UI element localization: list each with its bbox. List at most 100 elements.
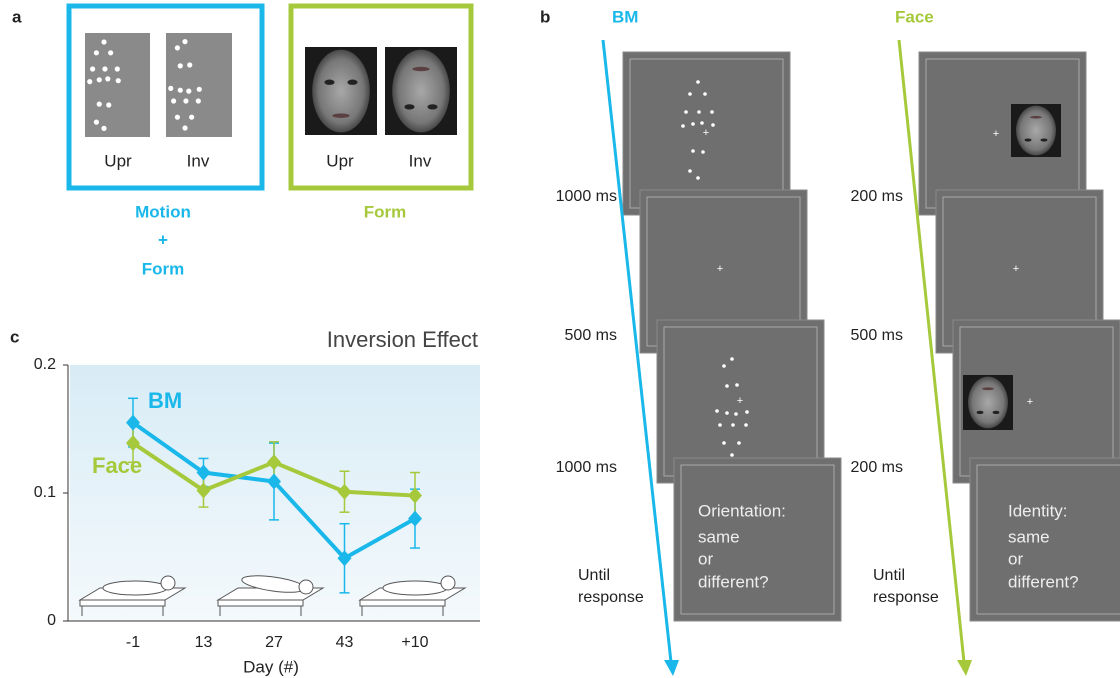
dot: [175, 115, 180, 120]
stim-label: Inv: [409, 151, 432, 170]
eye: [977, 411, 984, 414]
question: different?: [698, 572, 769, 591]
face: [312, 50, 370, 133]
column-title: Face: [895, 7, 934, 26]
dot: [187, 62, 192, 67]
dot: [696, 80, 700, 84]
faces: [305, 47, 457, 135]
face: [1016, 106, 1056, 156]
figure: a Upr Inv Upr Inv Motion + Form Form b +…: [0, 0, 1120, 678]
head: [441, 576, 455, 590]
fixation: +: [703, 127, 709, 139]
dot: [681, 124, 685, 128]
duration: 200 ms: [851, 188, 903, 205]
dot: [90, 66, 95, 71]
fixation: +: [737, 395, 743, 407]
question: same: [1008, 527, 1050, 546]
caption: +: [158, 230, 168, 249]
mouth: [332, 113, 349, 117]
duration: Until: [578, 567, 610, 584]
chart-title: Inversion Effect: [327, 327, 478, 352]
dot: [710, 110, 714, 114]
dot: [734, 412, 738, 416]
dot: [691, 122, 695, 126]
duration: Until: [873, 567, 905, 584]
x-tick-label: -1: [126, 634, 140, 651]
dot: [697, 110, 701, 114]
dot: [115, 66, 120, 71]
head: [161, 576, 175, 590]
dot: [197, 87, 202, 92]
dot: [108, 50, 113, 55]
dot: [97, 102, 102, 107]
dot: [186, 89, 191, 94]
x-tick-label: 13: [195, 634, 213, 651]
dot: [178, 88, 183, 93]
fixation: +: [1013, 263, 1019, 275]
panel-label: a: [12, 7, 22, 26]
dot: [196, 98, 201, 103]
dot: [718, 423, 722, 427]
panel-label: b: [540, 7, 550, 26]
fixation: +: [1027, 396, 1033, 408]
duration: 500 ms: [565, 327, 617, 344]
head: [299, 580, 313, 594]
y-tick-label: 0.1: [34, 484, 56, 501]
question: Identity:: [1008, 501, 1068, 520]
dot: [102, 66, 107, 71]
eye: [427, 104, 437, 109]
question: same: [698, 527, 740, 546]
dot: [101, 126, 106, 131]
dot: [87, 79, 92, 84]
mouth: [1030, 116, 1042, 119]
dot: [688, 92, 692, 96]
mouth: [412, 67, 429, 71]
stim-label: Inv: [187, 151, 210, 170]
eye: [1025, 138, 1032, 141]
dot: [722, 364, 726, 368]
dot: [722, 441, 726, 445]
dot: [703, 92, 707, 96]
dot: [178, 63, 183, 68]
series-label: Face: [92, 453, 142, 478]
duration: 1000 ms: [556, 459, 617, 476]
series-label: BM: [148, 388, 182, 413]
caption: Motion: [135, 202, 191, 221]
dot: [725, 384, 729, 388]
eye: [1041, 138, 1048, 141]
caption: Form: [364, 202, 407, 221]
eye: [993, 411, 1000, 414]
body: [103, 581, 167, 595]
dot: [116, 78, 121, 83]
dot: [730, 357, 734, 361]
stim-label: Upr: [326, 151, 354, 170]
caption: Form: [142, 259, 185, 278]
column-title: BM: [612, 7, 638, 26]
x-axis-label: Day (#): [243, 657, 299, 676]
dot: [691, 149, 695, 153]
question: different?: [1008, 572, 1079, 591]
face: [392, 50, 450, 133]
dot: [745, 410, 749, 414]
duration: 1000 ms: [556, 188, 617, 205]
mouth: [982, 387, 994, 390]
eye: [404, 104, 414, 109]
x-tick-label: 27: [265, 634, 283, 651]
duration: 500 ms: [851, 327, 903, 344]
dot: [175, 45, 180, 50]
dot: [105, 76, 110, 81]
dot: [737, 441, 741, 445]
bed-side: [360, 600, 445, 606]
dot: [183, 98, 188, 103]
dot: [171, 98, 176, 103]
y-tick-label: 0: [47, 612, 56, 629]
dot: [94, 50, 99, 55]
dot: [715, 409, 719, 413]
dot: [688, 169, 692, 173]
dot: [730, 453, 734, 457]
bed-side: [80, 600, 165, 606]
question: or: [1008, 549, 1023, 568]
dot: [744, 423, 748, 427]
panel-label: c: [10, 327, 19, 346]
dot: [97, 77, 102, 82]
